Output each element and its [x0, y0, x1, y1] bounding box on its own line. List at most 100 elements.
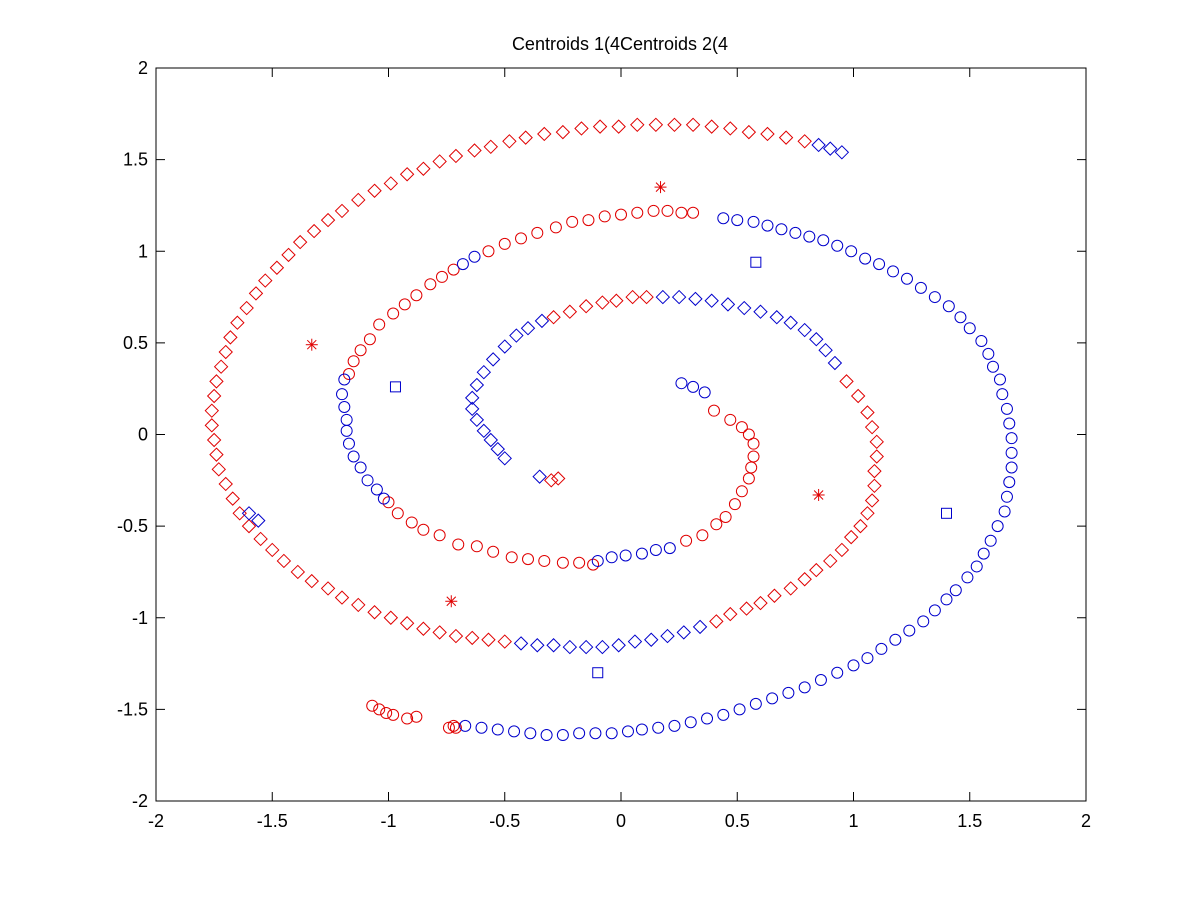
circle-point: [447, 263, 460, 276]
diamond-point: [797, 134, 812, 149]
circle-point: [728, 498, 741, 511]
circle-point: [663, 542, 676, 555]
diamond-point: [797, 322, 812, 338]
diamond-point: [476, 423, 492, 439]
circle-point: [487, 545, 500, 558]
circle-point: [708, 404, 720, 417]
circle-point: [1005, 432, 1018, 445]
y-tick-label: 0.5: [123, 333, 148, 353]
plot-area: [155, 67, 1087, 802]
diamond-point: [783, 315, 798, 330]
diamond-point: [532, 469, 547, 484]
diamond-point: [562, 304, 578, 319]
diamond-point: [811, 137, 826, 153]
diamond-point: [769, 310, 784, 325]
diamond-point: [609, 293, 624, 308]
circle-point: [522, 553, 534, 566]
diamond-point: [204, 403, 220, 418]
diamond-point: [611, 119, 626, 134]
diamond-point: [723, 121, 738, 136]
circle-point: [347, 355, 360, 368]
circle-point: [382, 496, 395, 509]
diamond-point: [611, 638, 626, 653]
circle-point: [652, 721, 665, 734]
diamond-point: [248, 286, 264, 301]
y-tick-label: 1: [138, 241, 148, 261]
circle-point: [861, 652, 874, 665]
diamond-point: [823, 553, 838, 569]
circle-point: [766, 692, 779, 705]
diamond-point: [692, 619, 708, 635]
circle-point: [380, 707, 393, 720]
circle-point: [993, 373, 1006, 386]
diamond-point: [537, 126, 552, 142]
diamond-point: [367, 605, 382, 620]
circle-point: [1000, 402, 1013, 415]
diamond-point: [265, 542, 280, 558]
circle-point: [903, 624, 916, 637]
circle-point: [975, 335, 988, 348]
x-tick-label: -1: [380, 811, 396, 831]
circle-point: [940, 593, 953, 606]
diamond-point: [223, 330, 238, 345]
circle-point: [410, 289, 423, 302]
circle-point: [354, 461, 367, 474]
diamond-point: [239, 300, 254, 316]
circle-point: [582, 214, 595, 227]
y-tick-label: -0.5: [117, 516, 148, 536]
circle-point: [914, 281, 927, 294]
circle-point: [615, 208, 627, 221]
diamond-point: [644, 632, 659, 647]
diamond-point: [818, 342, 833, 358]
diamond-point: [469, 377, 485, 393]
diamond-point: [867, 478, 882, 494]
circle-point: [887, 265, 900, 278]
diamond-point: [578, 299, 594, 314]
diamond-point: [630, 117, 645, 133]
diamond-point: [464, 630, 480, 646]
diamond-point: [467, 143, 482, 158]
diamond-point: [351, 192, 366, 208]
centroid-star-point: [445, 595, 458, 608]
circle-point: [573, 727, 586, 740]
circle-point: [621, 725, 634, 738]
circle-point: [635, 547, 648, 560]
circle-point: [566, 215, 579, 228]
circle-point: [366, 699, 379, 712]
circle-point: [470, 540, 483, 553]
x-tick-label: 0: [616, 811, 626, 831]
x-tick-label: 0.5: [725, 811, 750, 831]
x-axis: -2 -1.5 -1 -0.5 0 0.5 1 1.5 2: [148, 68, 1091, 831]
circle-point: [531, 226, 544, 239]
diamond-point: [760, 126, 775, 142]
circle-point: [387, 307, 400, 320]
circle-point: [452, 538, 465, 551]
diamond-point: [625, 289, 640, 305]
diamond-point: [497, 451, 512, 466]
y-tick-label: 2: [138, 58, 148, 78]
diamond-point: [860, 405, 875, 420]
diamond-point: [827, 355, 843, 371]
diamond-point: [544, 473, 559, 488]
circle-point: [340, 413, 353, 426]
diamond-point: [530, 638, 545, 653]
diamond-point: [416, 161, 431, 176]
circle-point: [831, 239, 844, 252]
diamond-point: [648, 117, 664, 133]
circle-point: [459, 719, 472, 732]
circle-point: [696, 529, 709, 542]
diamond-point: [574, 121, 589, 136]
circle-point: [556, 556, 569, 569]
diamond-point: [671, 289, 687, 305]
circle-point: [410, 710, 423, 723]
diamond-point: [546, 638, 561, 653]
diamond-point: [483, 139, 499, 155]
diamond-point: [320, 581, 336, 596]
diamond-point: [767, 588, 782, 603]
diamond-point: [464, 390, 480, 406]
diamond-point: [737, 300, 752, 316]
diamond-point: [469, 412, 485, 428]
diamond-point: [562, 639, 578, 655]
circle-point: [710, 518, 723, 531]
